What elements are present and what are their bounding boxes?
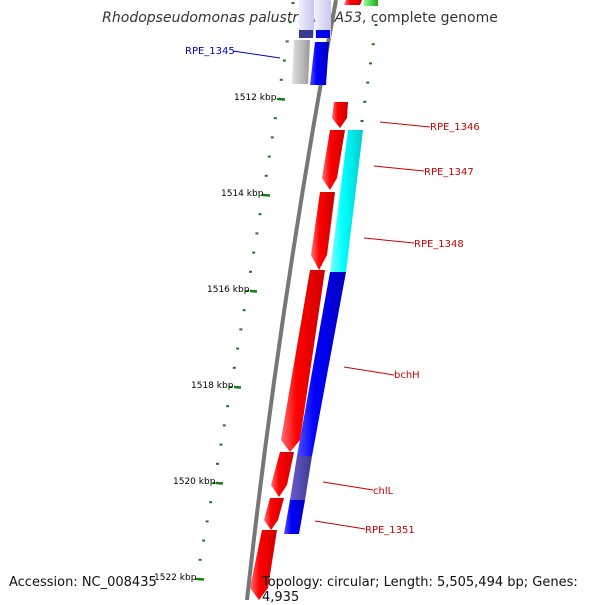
- leader-line: [379, 121, 431, 128]
- gene-label-bchh[interactable]: bchH: [394, 370, 420, 381]
- gene-label-rpe-1345[interactable]: RPE_1345: [185, 46, 235, 57]
- organism-name: Rhodopseudomonas palustris BisA53: [102, 10, 362, 26]
- tick-label: 1522 kbp: [154, 573, 197, 583]
- gene-arrow-rpe-1347[interactable]: [322, 130, 345, 190]
- kbp-axis: 1512 kbp 1514 kbp 1516 kbp 1518 kbp 1520…: [154, 93, 286, 583]
- gene-arrow-rpe-1348[interactable]: [311, 192, 335, 270]
- major-tick: [277, 97, 286, 101]
- reverse-strand-genes: [284, 130, 363, 534]
- map-title: Rhodopseudomonas palustris BisA53, compl…: [0, 10, 600, 26]
- leader-line: [343, 366, 395, 376]
- leader-line: [322, 481, 374, 491]
- reverse-gene[interactable]: [284, 500, 305, 534]
- gene-features-top: [292, 0, 378, 85]
- gene-arrow[interactable]: [316, 30, 330, 38]
- leader-line: [363, 237, 415, 244]
- leader-line: [232, 50, 281, 59]
- forward-strand-genes: [250, 102, 348, 600]
- major-tick: [249, 289, 258, 293]
- gene-label-rpe-1346[interactable]: RPE_1346: [430, 122, 480, 133]
- gene-arrow[interactable]: [315, 0, 331, 38]
- title-suffix: , complete genome: [361, 10, 498, 26]
- accession-label: Accession: NC_008435: [9, 575, 157, 590]
- tick-label: 1520 kbp: [173, 477, 216, 487]
- gene-labels: RPE_1345 RPE_1346 RPE_1347 RPE_1348 bchH…: [185, 46, 480, 536]
- genome-summary: Topology: circular; Length: 5,505,494 bp…: [262, 575, 578, 605]
- gene-arrow[interactable]: [299, 30, 313, 38]
- gene-arrow[interactable]: [250, 530, 277, 600]
- gene-label-rpe-1347[interactable]: RPE_1347: [424, 167, 474, 178]
- gene-label-rpe-1348[interactable]: RPE_1348: [414, 239, 464, 250]
- major-tick: [215, 481, 224, 485]
- gene-label-chll[interactable]: chlL: [373, 486, 394, 497]
- tick-label: 1514 kbp: [221, 189, 264, 199]
- gene-arrow-chll[interactable]: [271, 452, 294, 497]
- gene-arrow[interactable]: [299, 0, 314, 36]
- gene-label-rpe-1351[interactable]: RPE_1351: [365, 525, 415, 536]
- major-tick: [262, 193, 271, 197]
- reverse-gene[interactable]: [290, 456, 312, 500]
- tick-label: 1518 kbp: [191, 381, 234, 391]
- gene-arrow-rpe-1346[interactable]: [332, 102, 348, 128]
- major-tick: [233, 385, 242, 389]
- leader-line: [314, 520, 366, 530]
- gene-arrow-bchh[interactable]: [281, 270, 325, 452]
- major-tick: [196, 577, 205, 581]
- gene-arrow[interactable]: [344, 0, 362, 5]
- leader-line: [373, 165, 425, 172]
- tick-label: 1516 kbp: [207, 285, 250, 295]
- gene-arrow[interactable]: [310, 42, 329, 85]
- gene-arrow[interactable]: [292, 40, 310, 84]
- rna-gene[interactable]: [364, 0, 378, 6]
- reverse-gene[interactable]: [297, 272, 346, 456]
- tick-label: 1512 kbp: [234, 93, 277, 103]
- gene-arrow-rpe-1351[interactable]: [264, 498, 284, 530]
- highlighted-gene[interactable]: [330, 130, 363, 272]
